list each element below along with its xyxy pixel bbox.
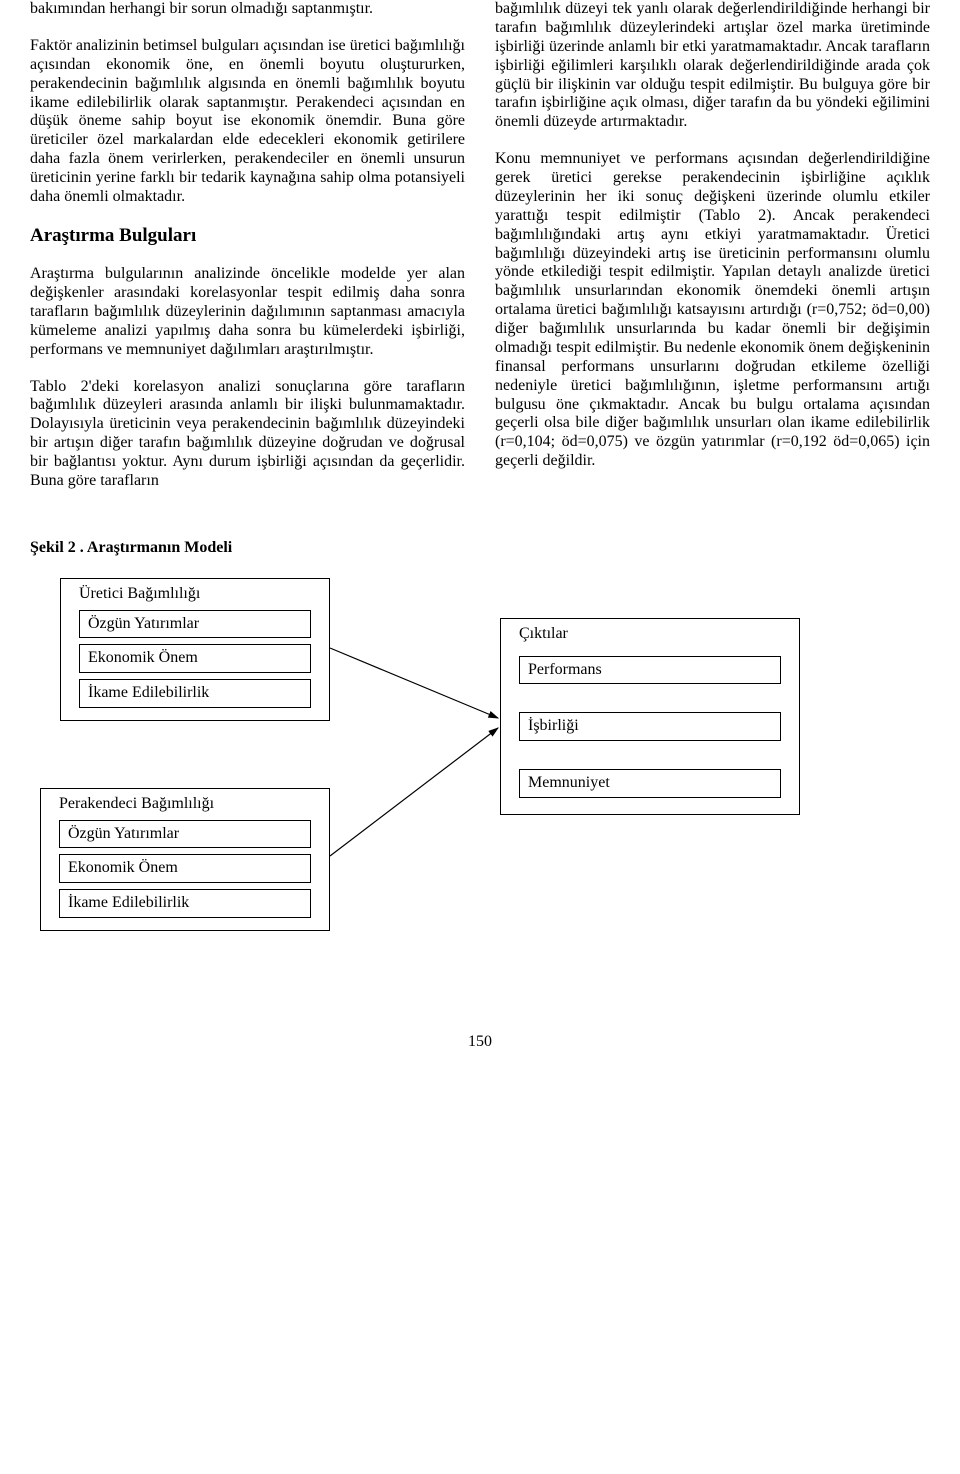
paragraph: Tablo 2'deki korelasyon analizi sonuçlar… <box>30 378 465 491</box>
node-item: Özgün Yatırımlar <box>59 820 311 849</box>
node-perakendeci-bagimliligi: Perakendeci Bağımlılığı Özgün Yatırımlar… <box>40 788 330 932</box>
figure-title: Şekil 2 . Araştırmanın Modeli <box>30 539 930 558</box>
node-item: Ekonomik Önem <box>59 854 311 883</box>
paragraph: Faktör analizinin betimsel bulguları açı… <box>30 37 465 207</box>
node-item: İşbirliği <box>519 712 781 741</box>
node-item: İkame Edilebilirlik <box>79 679 311 708</box>
left-column: bakımından herhangi bir sorun olmadığı s… <box>30 0 465 509</box>
node-item: İkame Edilebilirlik <box>59 889 311 918</box>
node-title: Perakendeci Bağımlılığı <box>51 793 319 814</box>
arrow-icon <box>330 648 500 738</box>
node-title: Çıktılar <box>511 623 789 644</box>
section-heading: Araştırma Bulguları <box>30 225 465 247</box>
paragraph: Araştırma bulgularının analizinde önceli… <box>30 265 465 359</box>
node-ciktilar: Çıktılar Performans İşbirliği Memnuniyet <box>500 618 800 816</box>
page-number: 150 <box>30 1033 930 1052</box>
paragraph: bakımından herhangi bir sorun olmadığı s… <box>30 0 465 19</box>
arrow-icon <box>330 728 500 858</box>
node-title: Üretici Bağımlılığı <box>71 583 319 604</box>
node-item: Performans <box>519 656 781 685</box>
node-item: Memnuniyet <box>519 769 781 798</box>
node-item: Ekonomik Önem <box>79 644 311 673</box>
paragraph: Konu memnuniyet ve performans açısından … <box>495 150 930 471</box>
node-item: Özgün Yatırımlar <box>79 610 311 639</box>
node-uretici-bagimliligi: Üretici Bağımlılığı Özgün Yatırımlar Eko… <box>60 578 330 722</box>
paragraph: bağımlılık düzeyi tek yanlı olarak değer… <box>495 0 930 132</box>
right-column: bağımlılık düzeyi tek yanlı olarak değer… <box>495 0 930 509</box>
research-model-diagram: Üretici Bağımlılığı Özgün Yatırımlar Eko… <box>30 578 930 998</box>
